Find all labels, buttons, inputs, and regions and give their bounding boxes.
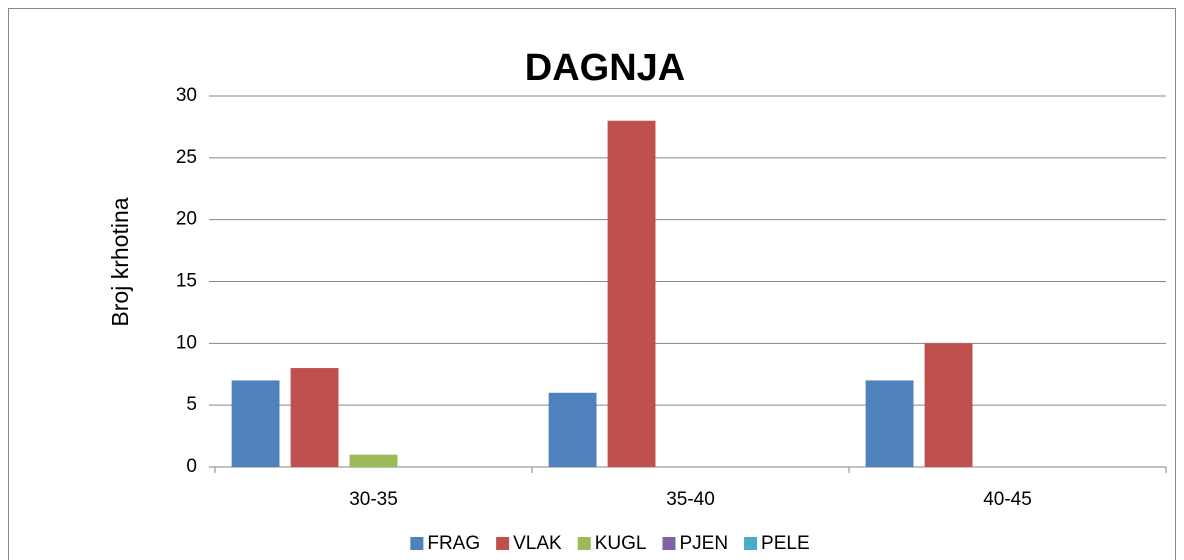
legend-swatch (577, 537, 591, 550)
bar (231, 380, 280, 467)
y-tick-label: 20 (176, 209, 197, 230)
bar (865, 380, 914, 467)
legend-swatch (744, 537, 758, 550)
legend-swatch (410, 537, 424, 550)
chart-border (8, 8, 1176, 560)
y-axis-label: Broj krhotina (107, 197, 133, 326)
legend-label: KUGL (595, 533, 647, 554)
bar (548, 392, 597, 467)
bar (924, 343, 973, 467)
bar (290, 368, 339, 467)
x-tick-label: 30-35 (349, 489, 398, 510)
y-tick-label: 15 (176, 271, 197, 292)
legend-label: PELE (761, 533, 810, 554)
x-tick-label: 35-40 (666, 489, 715, 510)
bar (349, 454, 398, 467)
chart-title: DAGNJA (525, 47, 685, 89)
y-tick-label: 10 (176, 332, 197, 353)
y-tick-label: 0 (186, 456, 197, 477)
y-tick-label: 30 (176, 85, 197, 106)
bar (607, 120, 656, 467)
legend-swatch (662, 537, 676, 550)
y-tick-label: 25 (176, 147, 197, 168)
legend-label: FRAG (427, 533, 480, 554)
x-tick-label: 40-45 (983, 489, 1032, 510)
legend-label: VLAK (513, 533, 562, 554)
y-tick-label: 5 (186, 394, 197, 415)
legend-label: PJEN (679, 533, 728, 554)
legend-swatch (496, 537, 510, 550)
